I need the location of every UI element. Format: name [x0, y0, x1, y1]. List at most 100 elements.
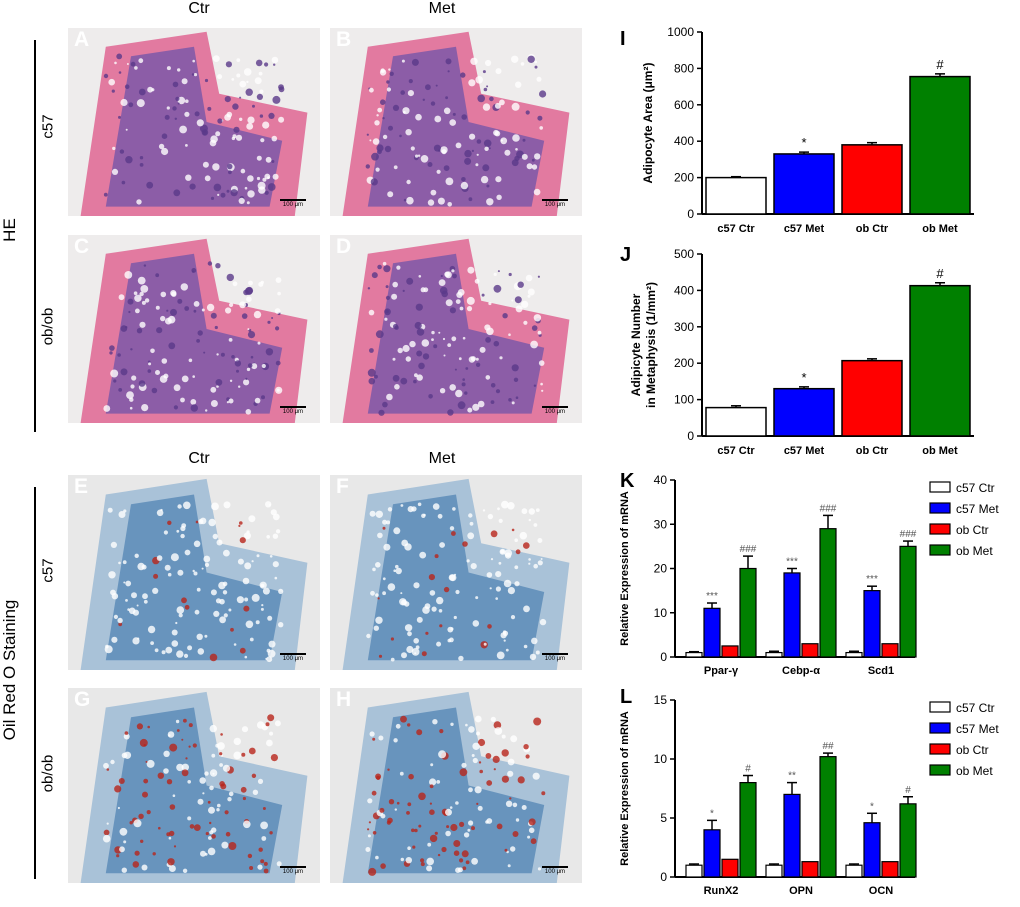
scale-bar-label: 100 μm: [282, 869, 304, 875]
x-tick-label: Ppar-γ: [704, 665, 739, 677]
bar: [705, 176, 767, 215]
significance-label: *: [801, 370, 806, 385]
panel-letter-d: D: [336, 235, 352, 258]
micrograph-h: H 100 μm: [330, 688, 582, 883]
bar: [841, 359, 903, 437]
micrograph-b: B 100 μm: [330, 28, 582, 216]
bar: [739, 567, 757, 658]
significance-label: #: [745, 764, 751, 775]
legend-swatch: [929, 722, 951, 734]
column-title-ctr-oil: Ctr: [188, 450, 210, 467]
scale-bar: 100 μm: [280, 866, 306, 875]
y-tick-label: 200: [674, 356, 694, 370]
chart-letter-L: L: [620, 686, 633, 708]
significance-label: ###: [740, 544, 757, 555]
chart-mrna-osteogenic: 0 5 10 15 Relative Expression of mRNA * # RunX2…: [619, 693, 999, 897]
panel-letter-a: A: [74, 28, 90, 51]
legend-swatch: [929, 502, 951, 514]
bone-section-image: [330, 475, 582, 670]
bar: [909, 284, 971, 437]
section-label-oil: Oil Red O Staining: [0, 599, 19, 741]
bar: [765, 864, 783, 878]
y-tick-label: 10: [654, 752, 668, 766]
significance-label: ###: [900, 529, 917, 540]
y-axis-label: Adipocyte Area (μm²): [641, 63, 655, 184]
legend-swatch: [929, 544, 951, 556]
significance-label: #: [905, 785, 911, 796]
micrograph-a: A 100 μm: [68, 28, 320, 216]
bone-section-image: [330, 688, 582, 883]
significance-label: ###: [820, 503, 837, 514]
x-tick-label: OPN: [789, 885, 813, 897]
y-tick-label: 100: [674, 393, 694, 407]
x-tick-label: ob Met: [922, 445, 958, 454]
y-tick-label: 0: [660, 650, 667, 664]
y-tick-label: 400: [674, 283, 694, 297]
row-label-c57-he: c57: [39, 114, 57, 139]
bar: [845, 651, 863, 658]
bar: [845, 864, 863, 878]
bar: [703, 607, 721, 658]
scale-bar: 100 μm: [280, 653, 306, 662]
section-label-he: HE: [0, 218, 19, 242]
legend-swatch: [929, 481, 951, 493]
legend-label: ob Ctr: [956, 523, 989, 537]
bar: [841, 144, 903, 215]
scale-bar: 100 μm: [280, 199, 306, 208]
y-tick-label: 0: [660, 870, 667, 884]
y-tick-label: 400: [674, 134, 694, 148]
bar: [899, 545, 917, 658]
bone-section-image: [68, 28, 320, 216]
section-divider-oil: [34, 487, 36, 879]
row-label-ob-he: ob/ob: [39, 307, 57, 346]
bar: [705, 406, 767, 437]
y-axis-label: Relative Expression of mRNA: [619, 711, 631, 866]
x-tick-label: c57 Ctr: [717, 223, 755, 235]
bone-section-image: [68, 688, 320, 883]
bar: [783, 572, 801, 658]
panel-letter-e: E: [74, 475, 89, 498]
bar: [801, 861, 819, 878]
bar: [899, 803, 917, 878]
bar: [703, 829, 721, 878]
scale-bar-label: 100 μm: [544, 869, 566, 875]
bar: [685, 864, 703, 878]
panel-letter-c: C: [74, 235, 90, 258]
bar: [739, 781, 757, 878]
y-tick-label: 15: [654, 693, 668, 707]
x-tick-label: c57 Met: [784, 445, 825, 454]
panel-letter-g: G: [74, 688, 91, 711]
significance-label: ***: [866, 574, 878, 585]
significance-label: #: [936, 266, 944, 281]
chart-letter-I: I: [620, 28, 626, 50]
bar: [819, 528, 837, 658]
y-tick-label: 500: [674, 247, 694, 261]
scale-bar: 100 μm: [542, 653, 568, 662]
bar: [881, 861, 899, 878]
bar: [685, 651, 703, 658]
bar: [863, 822, 881, 878]
bar: [801, 643, 819, 658]
bar: [773, 387, 835, 437]
chart-adipocyte-area: 0 200 400 600 800 1000 Adipocyte Area (μm²) c57…: [641, 25, 974, 235]
micrograph-d: D 100 μm: [330, 235, 582, 423]
column-title-met-he: Met: [428, 0, 456, 17]
significance-label: *: [801, 135, 806, 150]
bar: [721, 645, 739, 658]
bar: [783, 793, 801, 878]
y-tick-label: 600: [674, 98, 694, 112]
legend-label: ob Ctr: [956, 743, 989, 757]
legend-swatch: [929, 523, 951, 535]
significance-label: *: [870, 801, 874, 812]
bar: [863, 590, 881, 658]
chart-letter-J: J: [620, 244, 632, 266]
bar: [773, 153, 835, 215]
significance-label: #: [936, 57, 944, 72]
bone-section-image: [68, 235, 320, 423]
x-tick-label: OCN: [869, 885, 894, 897]
y-tick-label: 0: [687, 429, 694, 443]
x-tick-label: c57 Ctr: [717, 445, 755, 454]
column-title-ctr-he: Ctr: [188, 0, 210, 17]
bone-section-image: [68, 475, 320, 670]
y-tick-label: 800: [674, 61, 694, 75]
